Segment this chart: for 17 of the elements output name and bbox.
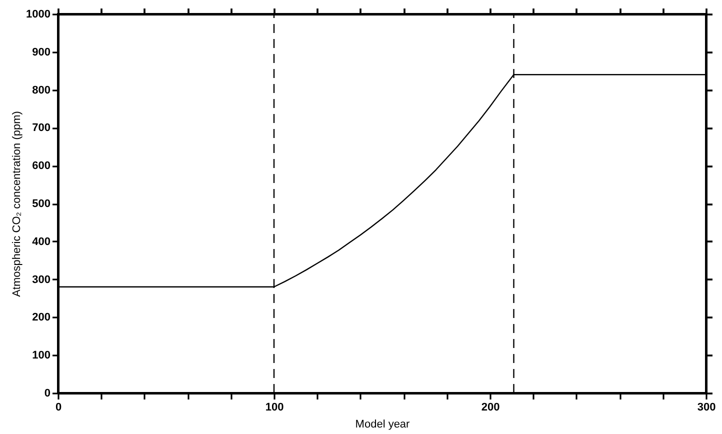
y-tick-label: 100 <box>32 350 50 362</box>
y-tick-label: 800 <box>32 84 50 96</box>
y-tick-label: 400 <box>32 236 50 248</box>
y-tick-label: 200 <box>32 312 50 324</box>
y-tick-label: 600 <box>32 160 50 172</box>
x-axis-title: Model year <box>355 418 410 430</box>
y-tick-label: 700 <box>32 122 50 134</box>
y-tick-label: 500 <box>32 198 50 210</box>
y-tick-label: 900 <box>32 46 50 58</box>
x-tick-label: 200 <box>481 402 500 414</box>
y-tick-label: 300 <box>32 274 50 286</box>
x-tick-label: 100 <box>265 402 284 414</box>
x-tick-label: 300 <box>697 402 716 414</box>
y-tick-label: 1000 <box>26 8 50 20</box>
y-tick-label: 0 <box>44 388 50 400</box>
y-axis-title: Atmospheric CO₂ concentration (ppm) <box>11 111 24 297</box>
x-tick-label: 0 <box>55 402 62 414</box>
